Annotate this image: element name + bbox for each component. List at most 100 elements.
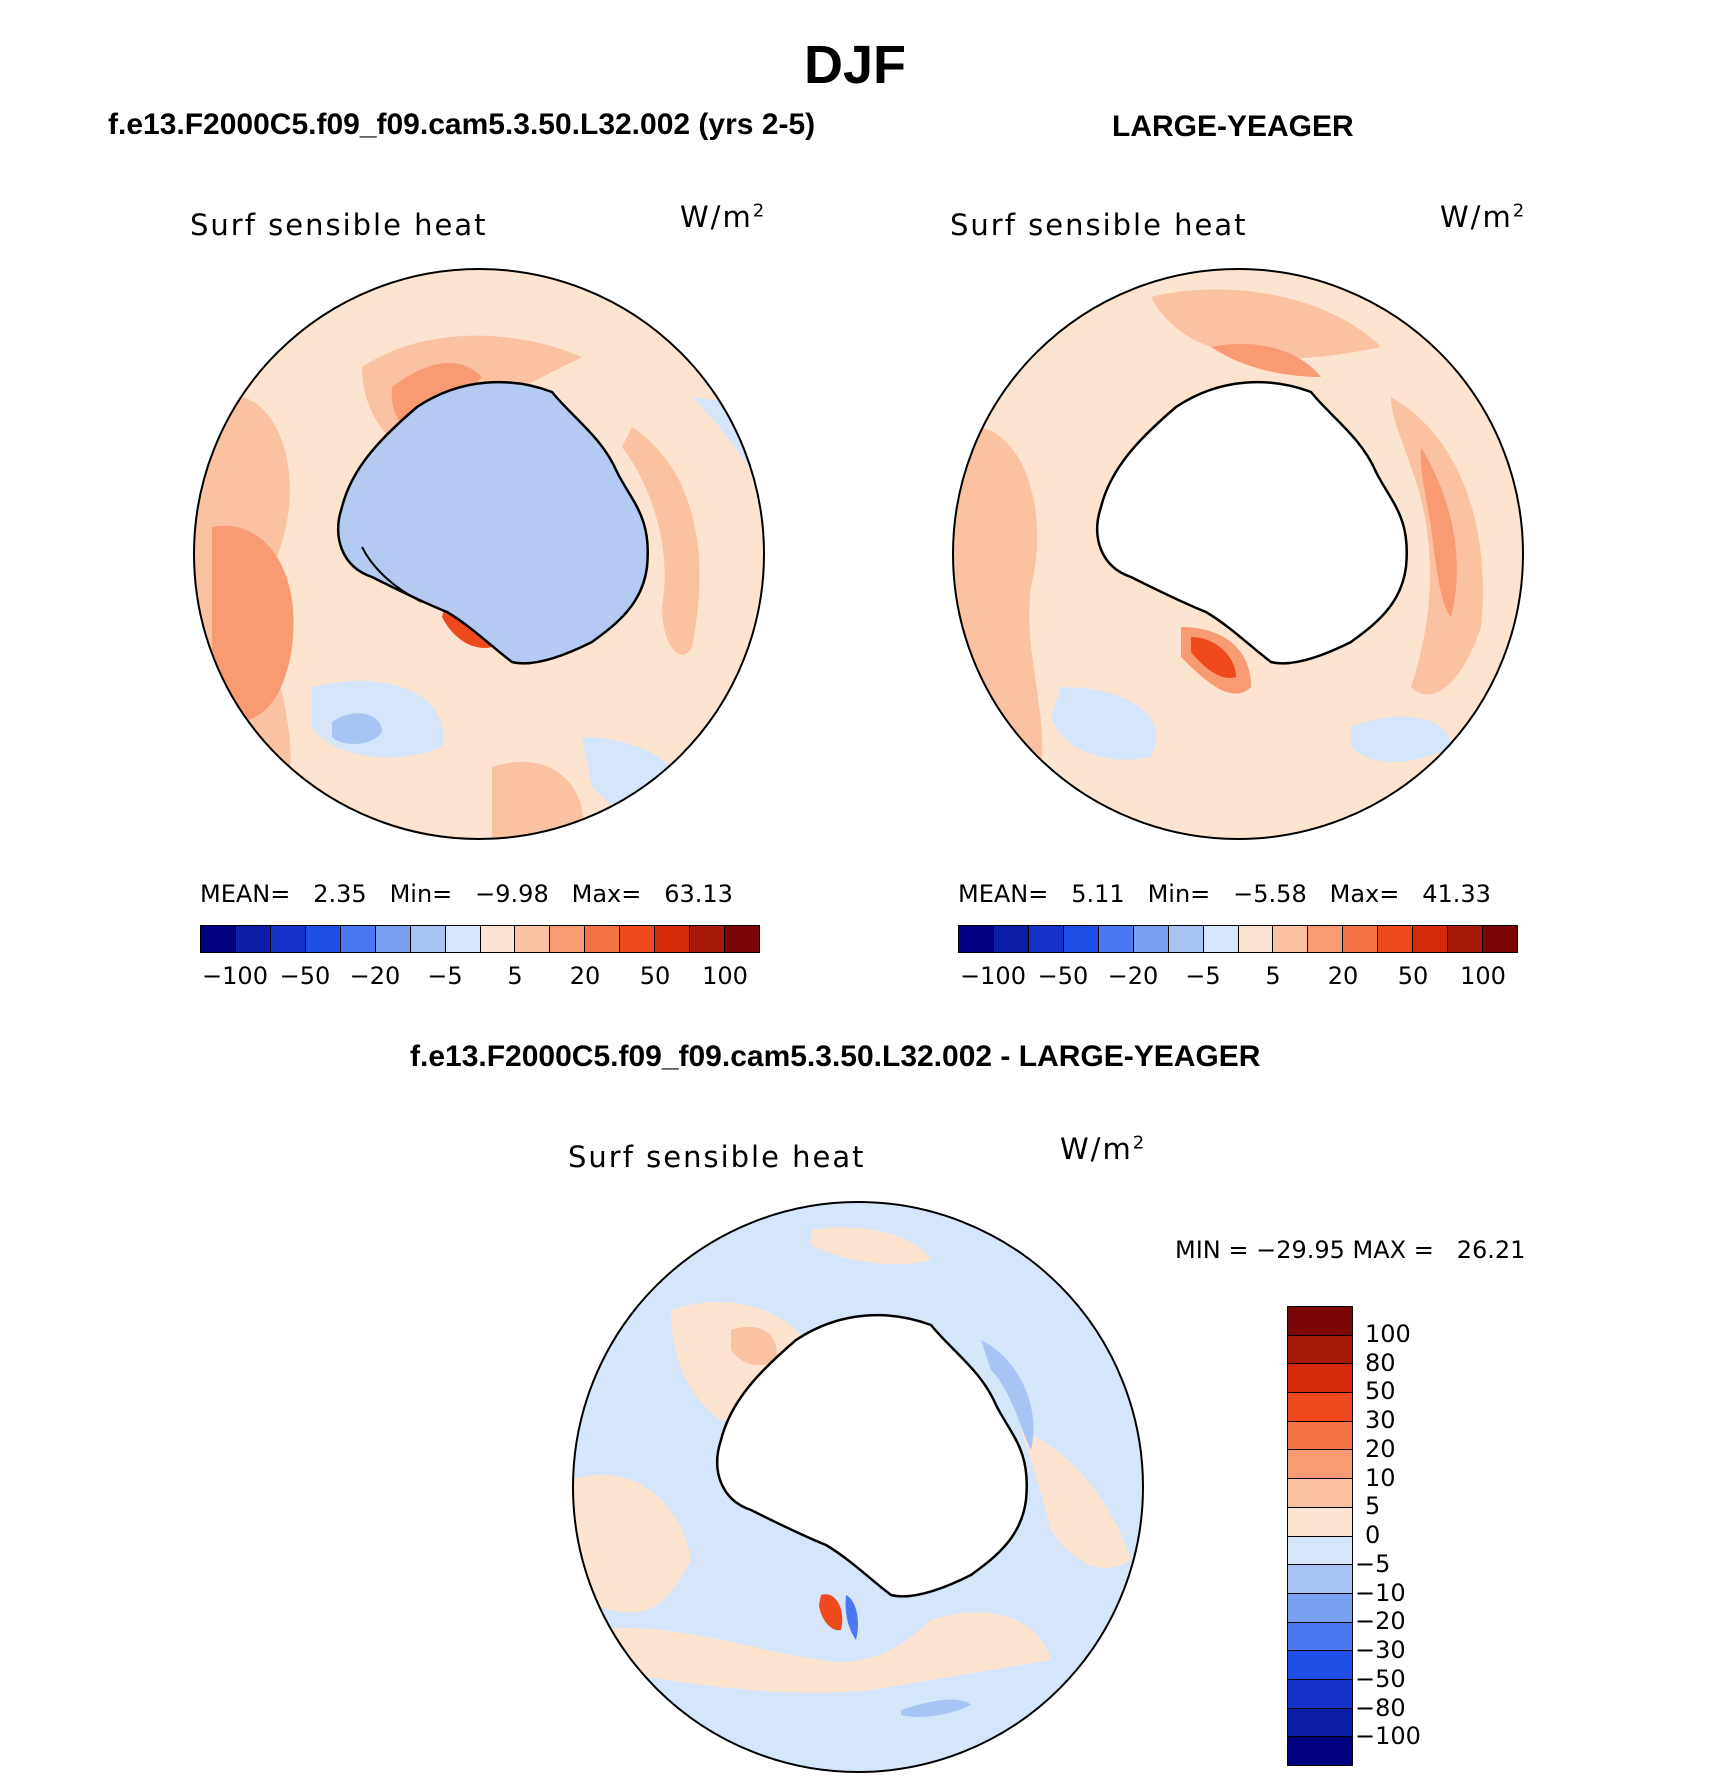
colorbar-cell [620, 926, 656, 952]
diff-cool-core [981, 1340, 1034, 1450]
diff-warm-region [1021, 1430, 1131, 1569]
panel2-colorbar [958, 925, 1518, 953]
colorbar-cell [1063, 926, 1099, 952]
diff-warm-region [591, 1612, 1051, 1693]
colorbar-cell [1288, 1565, 1352, 1594]
colorbar-cell [1028, 926, 1064, 952]
colorbar-cell [1288, 1536, 1352, 1566]
colorbar-cell [270, 926, 306, 952]
colorbar-tick-label: 100 [1365, 1319, 1411, 1348]
colorbar-cell [1288, 1364, 1352, 1394]
diff-colorbar-ticks: 100 80 50 30 20 10 5 0 −5 −10 −20 −30 −50 −80 −100 [1355, 1306, 1455, 1766]
colorbar-tick-label: −80 [1355, 1693, 1406, 1722]
colorbar-cell [1168, 926, 1204, 952]
panel1-stats: MEAN= 2.35 Min= −9.98 Max= 63.13 [200, 880, 733, 908]
panel2-variable-label: Surf sensible heat [950, 208, 1248, 242]
colorbar-cell [1343, 926, 1379, 952]
colorbar-tick-label: 30 [1365, 1406, 1396, 1434]
panel2-cool-region [1051, 687, 1157, 760]
colorbar-tick-label: −100 [1355, 1722, 1421, 1751]
panel2-warm-core [1211, 343, 1321, 377]
colorbar-tick-label: 20 [1327, 962, 1359, 990]
panel2-hotspot [1191, 637, 1236, 678]
panel2-cool-region [971, 318, 1033, 362]
diff-case-title: f.e13.F2000C5.f09_f09.cam5.3.50.L32.002 … [410, 1040, 1261, 1073]
colorbar-cell [1288, 1679, 1352, 1709]
panel1-colorbar [200, 925, 760, 953]
colorbar-cell [690, 926, 726, 952]
diff-polar-map [572, 1201, 1144, 1773]
colorbar-cell [1288, 1737, 1352, 1765]
colorbar-cell [305, 926, 341, 952]
diff-cool-core [901, 1699, 971, 1717]
panel2-cool-region [1351, 716, 1451, 762]
colorbar-cell [515, 926, 551, 952]
diff-warm-region [811, 1227, 931, 1265]
figure-title: DJF [803, 35, 906, 95]
colorbar-tick-label: 100 [1460, 962, 1506, 990]
colorbar-tick-label: −100 [202, 962, 268, 990]
colorbar-tick-label: 50 [1365, 1377, 1396, 1406]
colorbar-cell [1288, 1651, 1352, 1680]
colorbar-cell [1288, 1335, 1352, 1365]
colorbar-tick-label: −10 [1355, 1578, 1406, 1607]
colorbar-cell [1483, 926, 1517, 952]
colorbar-cell [1273, 926, 1309, 952]
panel1-variable-label: Surf sensible heat [190, 208, 488, 242]
panel2-antarctica-landmass [1096, 380, 1409, 665]
colorbar-tick-label: −20 [1107, 962, 1159, 990]
diff-colorbar [1287, 1306, 1353, 1766]
colorbar-tick-label: −50 [1037, 962, 1089, 990]
diff-warm-region [573, 1474, 691, 1613]
panel1-polar-map [193, 268, 765, 840]
colorbar-tick-label: 100 [702, 962, 748, 990]
diff-antarctica-landmass [716, 1313, 1029, 1598]
colorbar-cell [1288, 1622, 1352, 1652]
panel2-map-border [952, 268, 1524, 840]
panel1-units-label: W/m2 [680, 200, 765, 234]
colorbar-tick-label: 5 [1365, 1492, 1381, 1521]
colorbar-tick-label: 20 [1365, 1434, 1396, 1463]
colorbar-cell [1288, 1450, 1352, 1480]
panel1-cool-core [332, 713, 382, 744]
colorbar-tick-label: 50 [639, 962, 671, 990]
panel1-cool-region [582, 737, 712, 839]
colorbar-tick-label: −20 [349, 962, 401, 990]
colorbar-cell [235, 926, 271, 952]
diff-warm-core [731, 1326, 777, 1366]
diff-variable-label: Surf sensible heat [568, 1140, 866, 1174]
colorbar-tick-label: 10 [1365, 1463, 1396, 1492]
colorbar-tick-label: −100 [960, 962, 1026, 990]
panel2-colorbar-ticks: −100 −50 −20 −5 5 20 50 100 [958, 962, 1518, 992]
diff-units-label: W/m2 [1060, 1132, 1145, 1166]
panel2-units-label: W/m2 [1440, 200, 1525, 234]
panel1-case-title: f.e13.F2000C5.f09_f09.cam5.3.50.L32.002 … [108, 108, 816, 141]
panel1-warm-core [212, 525, 294, 721]
colorbar-cell [375, 926, 411, 952]
colorbar-cell [725, 926, 759, 952]
colorbar-cell [1413, 926, 1449, 952]
colorbar-tick-label: 5 [507, 962, 523, 990]
panel1-colorbar-ticks: −100 −50 −20 −5 5 20 50 100 [200, 962, 760, 992]
colorbar-cell [1308, 926, 1344, 952]
colorbar-cell [1288, 1708, 1352, 1738]
colorbar-tick-label: 50 [1397, 962, 1429, 990]
diff-coldspot [845, 1595, 858, 1640]
colorbar-tick-label: −5 [1185, 962, 1221, 990]
colorbar-cell [1288, 1307, 1352, 1336]
colorbar-cell [655, 926, 691, 952]
panel2-stats: MEAN= 5.11 Min= −5.58 Max= 41.33 [958, 880, 1491, 908]
colorbar-cell [410, 926, 446, 952]
colorbar-cell [445, 926, 481, 952]
panel1-antarctica-landmass [337, 380, 650, 665]
panel2-case-title: LARGE-YEAGER [1112, 110, 1354, 143]
diff-hotspot [819, 1594, 843, 1631]
colorbar-cell [1203, 926, 1239, 952]
colorbar-tick-label: −5 [427, 962, 463, 990]
panel2-polar-map [952, 268, 1524, 840]
colorbar-cell [1288, 1393, 1352, 1422]
panel1-coastline-detail [361, 546, 423, 603]
colorbar-cell [1238, 926, 1274, 952]
colorbar-cell [585, 926, 621, 952]
colorbar-cell [1288, 1479, 1352, 1508]
